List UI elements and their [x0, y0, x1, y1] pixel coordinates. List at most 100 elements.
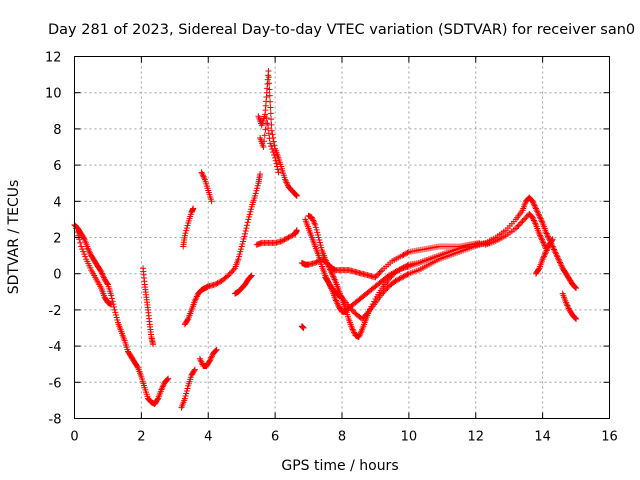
data-point [225, 272, 232, 279]
data-point [565, 304, 572, 311]
data-point [265, 67, 272, 74]
data-point [160, 382, 167, 389]
data-point [252, 190, 259, 197]
data-point [154, 396, 161, 403]
x-tick-label: 12 [467, 430, 484, 445]
data-point [324, 262, 331, 269]
data-point [557, 260, 564, 267]
data-point [252, 192, 259, 199]
data-point [254, 182, 261, 189]
data-point [557, 259, 564, 266]
data-point [236, 253, 243, 260]
data-point [263, 115, 270, 122]
data-point [200, 173, 207, 180]
data-point [236, 251, 243, 258]
data-point [282, 178, 289, 185]
data-point [244, 219, 251, 226]
data-point [237, 248, 244, 255]
data-point [385, 272, 392, 279]
data-point [372, 274, 379, 281]
data-point [327, 284, 334, 291]
data-point [84, 245, 91, 252]
data-point [403, 272, 410, 279]
data-point [108, 295, 115, 302]
data-point [559, 263, 566, 270]
data-point [350, 327, 357, 334]
data-point [182, 230, 189, 237]
data-point [310, 217, 317, 224]
data-point [242, 230, 249, 237]
data-point [318, 244, 325, 251]
data-point [520, 216, 527, 223]
data-point [325, 279, 332, 286]
data-point [246, 213, 253, 220]
x-tick-label: 16 [601, 430, 618, 445]
data-point [538, 235, 545, 242]
data-point [400, 273, 407, 280]
data-point [536, 212, 543, 219]
data-point [537, 215, 544, 222]
data-point [275, 169, 282, 176]
data-point [246, 211, 253, 218]
series-arc-6 [181, 171, 264, 328]
data-point [367, 306, 374, 313]
data-point [397, 265, 404, 272]
data-point [523, 213, 530, 220]
data-point [365, 308, 372, 315]
data-point [80, 235, 87, 242]
data-point [212, 347, 219, 354]
data-point [466, 243, 473, 250]
data-point [332, 296, 339, 303]
data-point [134, 363, 141, 370]
data-point [535, 266, 542, 273]
data-point [387, 271, 394, 278]
data-point [263, 120, 270, 127]
data-point [540, 239, 547, 246]
data-point [159, 383, 166, 390]
data-point [207, 356, 214, 363]
data-point [544, 244, 551, 251]
data-point [108, 301, 115, 308]
data-point [530, 201, 537, 208]
data-point [540, 254, 547, 261]
data-point [519, 218, 526, 225]
data-point [223, 273, 230, 280]
data-point [532, 205, 539, 212]
data-point [379, 290, 386, 297]
data-point [383, 286, 390, 293]
data-point [538, 218, 545, 225]
data-point [536, 230, 543, 237]
data-point [389, 270, 396, 277]
data-point [391, 269, 398, 276]
data-point [328, 285, 335, 292]
data-point [324, 278, 331, 285]
data-point [270, 138, 277, 145]
data-point [262, 126, 269, 133]
data-point [100, 274, 107, 281]
data-point [392, 277, 399, 284]
data-point [357, 331, 364, 338]
data-point [81, 251, 88, 258]
series-arc-5 [178, 366, 198, 411]
series-arc-3 [140, 265, 157, 348]
data-point [555, 256, 562, 263]
data-point [538, 217, 545, 224]
data-point [351, 329, 358, 336]
data-point [540, 241, 547, 248]
data-point [266, 135, 273, 142]
data-point [543, 247, 550, 254]
data-point [375, 271, 382, 278]
y-tick-label: 12 [45, 51, 62, 66]
data-point [206, 357, 213, 364]
x-tick-label: 2 [137, 430, 145, 445]
data-point [230, 266, 237, 273]
data-point [240, 238, 247, 245]
data-point [181, 232, 188, 239]
data-point [208, 198, 215, 205]
data-point [399, 274, 406, 281]
data-point [536, 232, 543, 239]
data-point [214, 280, 221, 287]
data-point [376, 269, 383, 276]
data-point [540, 253, 547, 260]
